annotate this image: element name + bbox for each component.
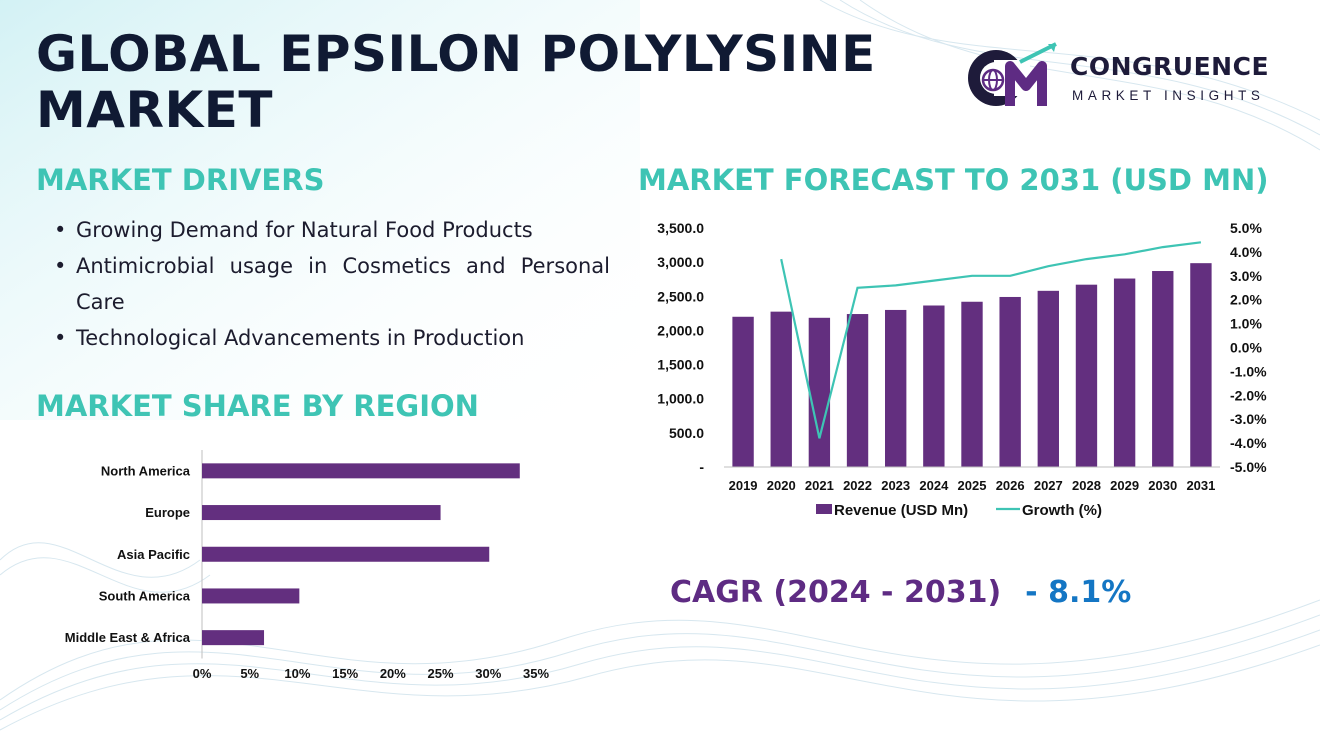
x-tick-label: 0% <box>193 666 212 681</box>
revenue-bar <box>732 316 754 467</box>
y-right-tick-label: -5.0% <box>1230 459 1267 475</box>
category-label: Middle East & Africa <box>65 630 191 645</box>
driver-item: Technological Advancements in Production <box>54 320 610 356</box>
revenue-bar <box>770 311 792 467</box>
x-tick-label: 2024 <box>919 478 949 493</box>
brand-name: CONGRUENCE <box>1070 52 1270 81</box>
congruence-logo-icon <box>968 42 1057 106</box>
x-tick-label: 15% <box>332 666 358 681</box>
cagr-value: - 8.1% <box>1025 575 1132 610</box>
x-tick-label: 2022 <box>843 478 872 493</box>
market-share-heading: MARKET SHARE BY REGION <box>36 389 479 423</box>
y-left-tick-label: 2,500.0 <box>657 288 704 304</box>
y-left-tick-label: - <box>699 459 704 475</box>
y-right-tick-label: -4.0% <box>1230 435 1267 451</box>
y-right-tick-label: -3.0% <box>1230 411 1267 427</box>
market-forecast-combo-chart: - 500.0 1,000.0 1,500.0 2,000.0 2,500.0 3,000.… <box>657 220 1267 519</box>
x-tick-label: 2023 <box>881 478 910 493</box>
x-tick-label: 2030 <box>1148 478 1177 493</box>
y-right-tick-label: 2.0% <box>1230 292 1262 308</box>
revenue-bar <box>1075 284 1098 467</box>
market-drivers-list: Growing Demand for Natural Food Products… <box>54 212 610 356</box>
bar <box>202 546 490 562</box>
y-left-tick-label: 2,000.0 <box>657 322 704 338</box>
x-tick-label: 2019 <box>729 478 758 493</box>
legend-swatch-revenue <box>816 504 832 514</box>
x-tick-label: 2020 <box>767 478 796 493</box>
revenue-bar <box>846 314 869 467</box>
y-left-tick-label: 1,000.0 <box>657 391 704 407</box>
driver-item: Growing Demand for Natural Food Products <box>54 212 610 248</box>
y-right-tick-label: 1.0% <box>1230 316 1262 332</box>
page-title: GLOBAL EPSILON POLYLYSINE MARKET <box>36 25 876 139</box>
legend-label-revenue: Revenue (USD Mn) <box>834 502 968 519</box>
x-tick-label: 20% <box>380 666 406 681</box>
category-label: Asia Pacific <box>117 547 190 562</box>
category-label: Europe <box>145 505 190 520</box>
x-tick-label: 2031 <box>1186 478 1215 493</box>
market-forecast-heading: MARKET FORECAST TO 2031 (USD MN) <box>638 163 1269 197</box>
revenue-bar <box>808 317 831 467</box>
bar <box>202 463 520 479</box>
x-tick-label: 35% <box>523 666 549 681</box>
bar <box>202 630 265 646</box>
revenue-bar <box>923 305 945 467</box>
y-left-tick-label: 500.0 <box>669 425 704 441</box>
x-tick-label: 2029 <box>1110 478 1139 493</box>
revenue-bar <box>885 309 907 467</box>
y-right-tick-label: 0.0% <box>1230 340 1262 356</box>
x-tick-label: 2021 <box>805 478 834 493</box>
y-right-tick-label: -2.0% <box>1230 387 1267 403</box>
revenue-bar <box>999 296 1021 467</box>
revenue-bar <box>1037 290 1059 467</box>
x-tick-label: 5% <box>240 666 259 681</box>
cagr-label: CAGR (2024 - 2031) <box>670 575 1002 610</box>
x-tick-label: 30% <box>475 666 501 681</box>
y-right-tick-label: 5.0% <box>1230 220 1262 236</box>
brand-logo: CONGRUENCE MARKET INSIGHTS <box>964 42 1284 108</box>
x-tick-label: 10% <box>284 666 310 681</box>
bar <box>202 588 300 604</box>
x-tick-label: 25% <box>428 666 454 681</box>
y-left-tick-label: 1,500.0 <box>657 357 704 373</box>
revenue-bar <box>1113 278 1136 467</box>
y-left-tick-label: 3,500.0 <box>657 220 704 236</box>
y-right-tick-label: 3.0% <box>1230 268 1262 284</box>
revenue-bar <box>1190 263 1212 467</box>
x-tick-label: 2025 <box>958 478 987 493</box>
revenue-bar <box>1152 271 1174 467</box>
revenue-bar <box>961 301 983 467</box>
cagr-callout: CAGR (2024 - 2031) - 8.1% <box>670 575 1131 610</box>
x-tick-label: 2028 <box>1072 478 1101 493</box>
x-tick-label: 2027 <box>1034 478 1063 493</box>
x-tick-label: 2026 <box>996 478 1025 493</box>
driver-item: Antimicrobial usage in Cosmetics and Per… <box>54 248 610 320</box>
category-label: North America <box>101 463 191 478</box>
brand-tagline: MARKET INSIGHTS <box>1072 88 1265 103</box>
growth-line <box>780 241 1202 439</box>
y-right-tick-label: -1.0% <box>1230 363 1267 379</box>
category-label: South America <box>99 588 191 603</box>
y-left-tick-label: 3,000.0 <box>657 254 704 270</box>
y-right-tick-label: 4.0% <box>1230 244 1262 260</box>
bar <box>202 505 441 521</box>
region-share-bar-chart: North America Europe Asia Pacific South Ame… <box>65 450 549 681</box>
legend-label-growth: Growth (%) <box>1022 502 1102 519</box>
market-drivers-heading: MARKET DRIVERS <box>36 163 325 197</box>
